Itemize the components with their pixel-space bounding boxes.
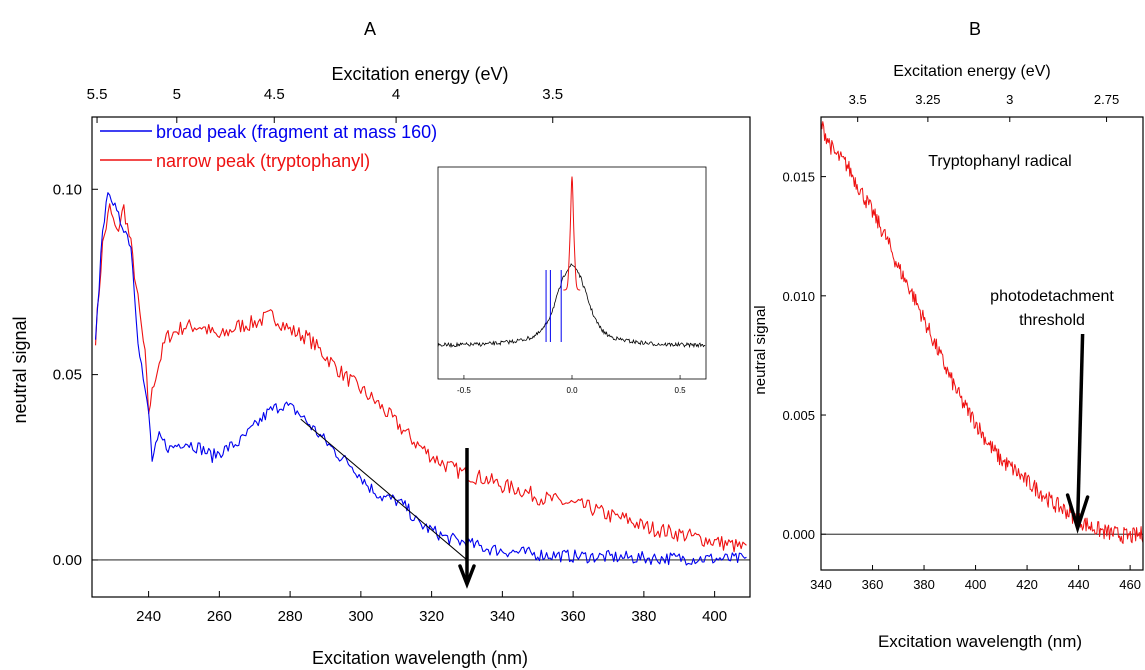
photodetachment-annotation-line2: threshold — [1019, 312, 1085, 329]
panel-a-chart: Excitation energy (eV) Excitation wavele… — [10, 64, 751, 668]
panel-b-y-tick-label: 0.015 — [782, 170, 815, 185]
panel-b-y-tick-label: 0.000 — [782, 527, 815, 542]
panel-b-top-tick-label: 2.75 — [1094, 92, 1119, 107]
panel-a-x-tick-label: 320 — [419, 608, 444, 625]
panel-a-top-tick-label: 4.5 — [264, 86, 285, 103]
panel-a-top-tick-label: 4 — [392, 86, 400, 103]
threshold-arrow-a-head — [458, 564, 476, 589]
series-line-broad-peak — [94, 192, 747, 566]
panel-b-y-tick-label: 0.010 — [782, 289, 815, 304]
panel-a-x-tick-label: 240 — [136, 608, 161, 625]
panel-label-a: A — [364, 19, 376, 39]
inset-frame — [437, 166, 707, 380]
panel-a-top-tick-label: 5 — [173, 86, 181, 103]
panel-b-chart: Excitation energy (eV) Excitation wavele… — [752, 63, 1144, 651]
series-line-narrow-peak — [94, 203, 747, 553]
panel-a-y-tick-label: 0.10 — [53, 181, 82, 198]
panel-a-x-tick-label: 260 — [207, 608, 232, 625]
panel-a-top-tick-label: 5.5 — [87, 86, 108, 103]
legend-label-broad: broad peak (fragment at mass 160) — [156, 122, 437, 142]
panel-b-y-axis-title: neutral signal — [752, 305, 769, 394]
panel-b-top-tick-label: 3.25 — [915, 92, 940, 107]
panel-b-x-tick-label: 460 — [1119, 577, 1141, 592]
panel-a-top-axis-title: Excitation energy (eV) — [331, 64, 508, 84]
panel-a-inset: -0.5 0.0 0.5 — [437, 166, 707, 395]
series-line-tryptophanyl — [820, 121, 1144, 544]
inset-x-tick-label: 0.0 — [566, 386, 578, 395]
threshold-arrow-b-head — [1065, 493, 1090, 534]
panel-b-x-tick-label: 400 — [965, 577, 987, 592]
panel-b-chart-title: Tryptophanyl radical — [928, 153, 1071, 170]
inset-narrow-peak — [563, 176, 581, 291]
panel-a-x-tick-label: 300 — [348, 608, 373, 625]
panel-b-x-tick-label: 340 — [810, 577, 832, 592]
panel-a-y-tick-label: 0.05 — [53, 367, 82, 384]
panel-a-y-axis-title: neutral signal — [10, 316, 30, 423]
panel-b-top-tick-label: 3 — [1006, 92, 1013, 107]
panel-a-y-tick-label: 0.00 — [53, 552, 82, 569]
inset-x-tick-label: 0.5 — [675, 386, 687, 395]
panel-b-top-tick-label: 3.5 — [849, 92, 867, 107]
panel-b-y-tick-label: 0.005 — [782, 408, 815, 423]
panel-a-x-tick-label: 380 — [631, 608, 656, 625]
photodetachment-annotation-line1: photodetachment — [990, 288, 1114, 305]
inset-spectrum-line — [437, 263, 706, 349]
linear-fit-line — [300, 418, 468, 561]
panel-b-x-tick-label: 440 — [1068, 577, 1090, 592]
panel-a-top-tick-label: 3.5 — [542, 86, 563, 103]
threshold-arrow-b — [1075, 333, 1085, 525]
panel-a-x-axis-title: Excitation wavelength (nm) — [312, 648, 528, 668]
panel-label-b: B — [969, 19, 981, 39]
panel-a-x-tick-label: 400 — [702, 608, 727, 625]
panel-b-top-axis-title: Excitation energy (eV) — [893, 63, 1050, 80]
panel-b-plot-frame — [820, 116, 1144, 571]
panel-b-x-tick-label: 420 — [1016, 577, 1038, 592]
panel-b-x-axis-title: Excitation wavelength (nm) — [878, 632, 1082, 651]
panel-a-legend: broad peak (fragment at mass 160) narrow… — [100, 122, 437, 171]
panel-a-x-tick-label: 280 — [278, 608, 303, 625]
inset-x-tick-label: -0.5 — [457, 386, 471, 395]
panel-b-x-tick-label: 360 — [862, 577, 884, 592]
panel-a-x-tick-label: 340 — [490, 608, 515, 625]
panel-a-plot-frame — [91, 116, 751, 598]
legend-label-narrow: narrow peak (tryptophanyl) — [156, 151, 370, 171]
panel-b-x-tick-label: 380 — [913, 577, 935, 592]
panel-a-x-tick-label: 360 — [561, 608, 586, 625]
